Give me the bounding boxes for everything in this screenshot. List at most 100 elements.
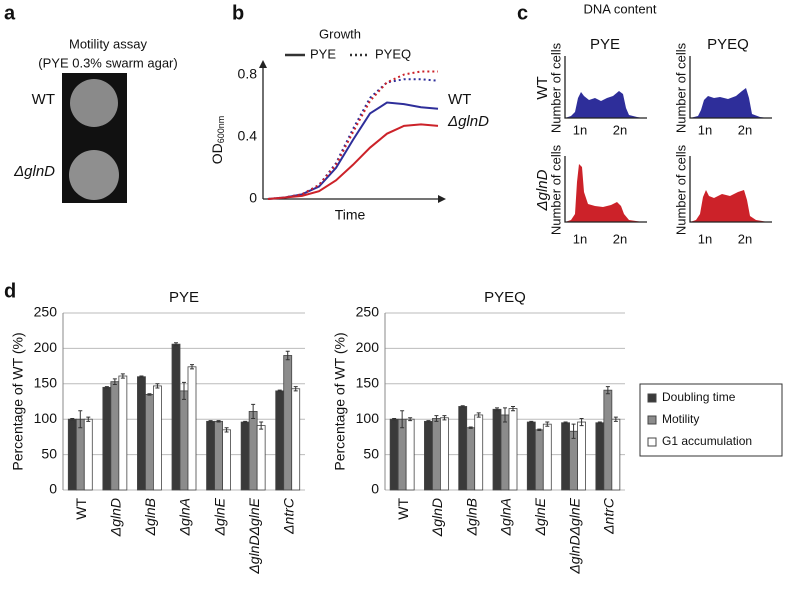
error-bar	[70, 417, 75, 421]
bar	[440, 417, 449, 491]
histogram-area	[565, 91, 643, 118]
panel-label: c	[517, 2, 528, 24]
y-tick-label: 0	[371, 481, 379, 497]
legend-box	[639, 383, 783, 457]
x-tick-label: ΔglnD	[429, 498, 445, 537]
dna-title: DNA content	[584, 1, 657, 16]
legend-label: G1 accumulation	[662, 434, 752, 448]
bar	[179, 390, 189, 491]
error-bar	[476, 412, 481, 418]
error-bar	[112, 378, 117, 386]
y-tick-label: 0.8	[238, 65, 258, 81]
histogram-tick: 1n	[698, 231, 712, 246]
y-tick-label: 50	[41, 445, 57, 461]
error-bar	[468, 426, 473, 429]
bar	[153, 385, 162, 491]
error-bar	[78, 410, 83, 429]
histogram-y-label: Number of cells	[548, 144, 563, 235]
bar	[611, 418, 621, 491]
bar	[83, 418, 93, 491]
error-bar	[434, 415, 439, 422]
bar	[474, 414, 484, 491]
bar	[283, 355, 293, 491]
assay-title: Motility assay	[69, 36, 148, 51]
bar	[171, 343, 181, 491]
error-bar	[537, 428, 542, 432]
error-bar	[174, 342, 178, 347]
x-tick-label: ΔntrC	[280, 497, 296, 535]
error-bar	[86, 416, 91, 422]
histogram-area	[690, 190, 768, 222]
error-bar	[613, 416, 618, 422]
x-tick-label: ΔglnE	[532, 497, 548, 536]
y-tick-label: 100	[34, 410, 58, 426]
row-label: ΔglnD	[534, 169, 551, 211]
bar	[248, 411, 258, 491]
error-bar	[460, 405, 465, 408]
bar	[389, 418, 399, 491]
axis-arrow	[259, 60, 267, 68]
assay-subtitle: (PYE 0.3% swarm agar)	[38, 55, 177, 70]
error-bar	[224, 427, 229, 433]
y-tick-label: 0	[249, 190, 257, 206]
axis-arrow	[438, 195, 446, 203]
histogram	[564, 56, 647, 119]
histogram	[689, 156, 772, 223]
error-bar	[400, 410, 405, 429]
panel-label: b	[232, 2, 244, 24]
x-tick-label: ΔglnDΔglnE	[566, 497, 582, 574]
histogram-area	[690, 88, 768, 118]
bar	[102, 386, 112, 491]
chart-title: PYEQ	[484, 289, 526, 306]
histogram	[564, 156, 647, 223]
bar	[110, 381, 120, 491]
histogram-axis	[689, 156, 772, 223]
error-bar	[277, 389, 282, 393]
bar	[534, 429, 544, 491]
error-bar	[495, 407, 499, 412]
error-bar	[147, 393, 152, 396]
bar	[542, 423, 552, 491]
x-tick-label: ΔglnA	[177, 498, 193, 536]
histogram-tick: 2n	[613, 122, 627, 137]
x-axis-label: Time	[335, 207, 366, 223]
error-bar	[251, 403, 256, 419]
x-tick-label: ΔglnD	[108, 498, 124, 537]
x-tick-label: ΔglnB	[142, 498, 158, 536]
bar	[526, 421, 536, 491]
bar	[75, 418, 85, 491]
error-bar	[208, 420, 213, 423]
y-tick-label: 250	[34, 304, 58, 320]
bar	[145, 394, 154, 491]
growth-curve	[267, 78, 439, 200]
histogram-tick: 2n	[613, 231, 627, 246]
bar	[492, 408, 502, 491]
error-bar	[597, 421, 602, 424]
curve-label: ΔglnD	[447, 113, 489, 130]
y-tick-label: 50	[363, 445, 379, 461]
histogram-axis	[564, 156, 647, 223]
bar	[561, 422, 570, 491]
swarm-colony	[69, 150, 119, 200]
legend-swatch	[647, 437, 657, 447]
error-bar	[104, 386, 109, 389]
error-bar	[408, 417, 413, 422]
error-bar	[426, 420, 431, 423]
error-bar	[511, 405, 515, 412]
legend-label: PYEQ	[375, 46, 411, 61]
y-tick-label: 100	[356, 410, 380, 426]
bar	[397, 418, 407, 491]
legend-swatch	[647, 415, 657, 425]
histogram-y-label: Number of cells	[673, 144, 688, 235]
y-tick-label: 150	[356, 375, 380, 391]
y-axis-label-main: OD	[209, 143, 225, 164]
bar	[291, 388, 301, 491]
bar	[206, 420, 215, 491]
strain-label: WT	[32, 91, 55, 108]
x-tick-label: ΔntrC	[601, 497, 617, 535]
bar	[240, 421, 250, 491]
bar	[569, 430, 578, 491]
growth-curve	[267, 70, 438, 200]
error-bar	[442, 415, 447, 421]
legend-swatch	[647, 393, 657, 403]
